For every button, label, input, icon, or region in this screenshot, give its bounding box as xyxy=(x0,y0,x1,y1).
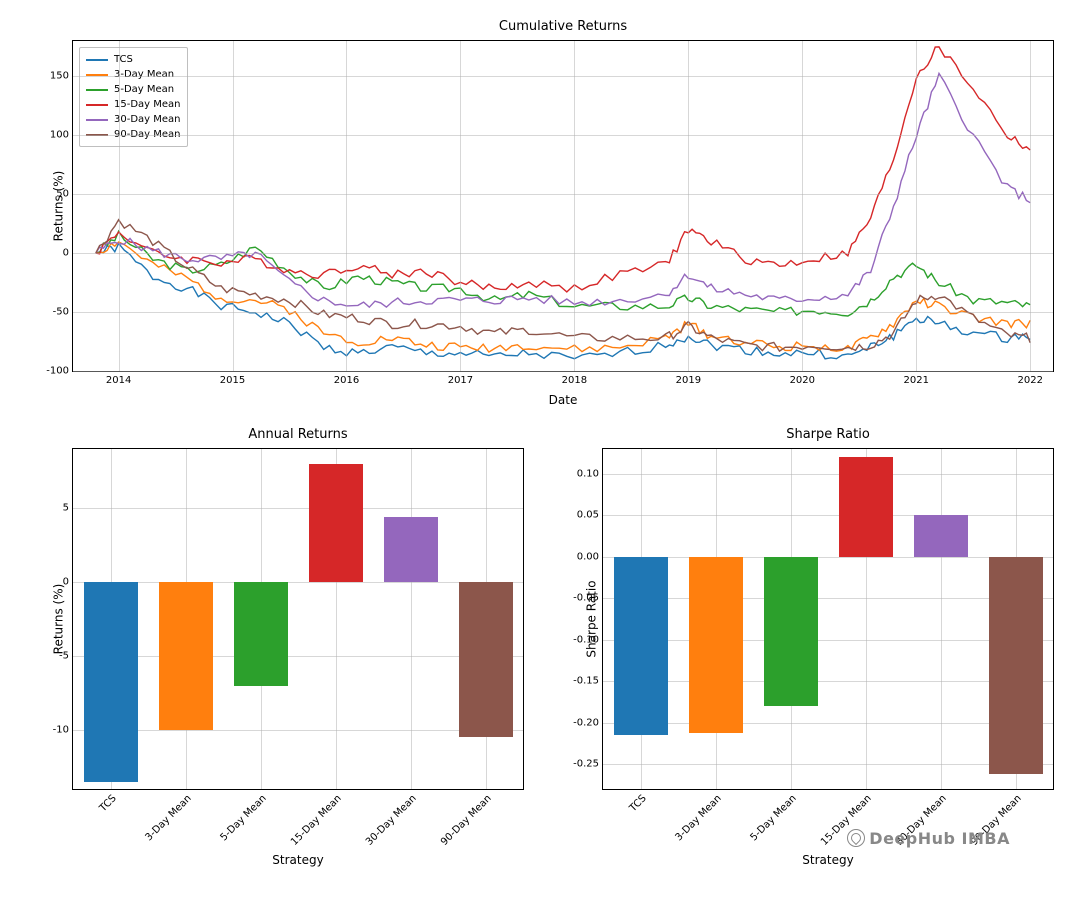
annual-returns-chart: Annual Returns Returns (%) Strategy -10-… xyxy=(72,448,524,790)
legend-swatch xyxy=(86,74,108,76)
bar xyxy=(159,582,213,730)
x-tick: 2021 xyxy=(904,375,929,386)
legend-item: 15-Day Mean xyxy=(86,97,181,112)
bar xyxy=(234,582,288,685)
legend-swatch xyxy=(86,104,108,106)
chart-title: Annual Returns xyxy=(73,427,523,442)
legend-item: 3-Day Mean xyxy=(86,67,181,82)
wechat-icon xyxy=(847,829,865,847)
x-axis-label: Strategy xyxy=(73,853,523,867)
bar xyxy=(689,557,743,733)
legend-label: 30-Day Mean xyxy=(114,114,181,125)
legend-swatch xyxy=(86,119,108,121)
bar xyxy=(989,557,1043,774)
legend: TCS 3-Day Mean 5-Day Mean 15-Day Mean 30-Day… xyxy=(79,47,188,147)
y-tick: -50 xyxy=(53,307,69,318)
y-tick: -100 xyxy=(46,366,69,377)
legend-item: TCS xyxy=(86,52,181,67)
x-tick: 15-Day Mean xyxy=(288,793,343,848)
x-tick: TCS xyxy=(627,793,648,814)
x-tick: 2015 xyxy=(220,375,245,386)
watermark-text: DeepHub IMBA xyxy=(869,829,1010,848)
chart-title: Sharpe Ratio xyxy=(603,427,1053,442)
series-d15 xyxy=(96,47,1030,292)
y-tick: 0.00 xyxy=(577,551,599,562)
legend-label: 15-Day Mean xyxy=(114,99,181,110)
legend-label: 5-Day Mean xyxy=(114,84,174,95)
chart-title: Cumulative Returns xyxy=(73,19,1053,34)
cumulative-returns-chart: Cumulative Returns Returns (%) Date TCS3… xyxy=(72,40,1054,372)
y-tick: 0.05 xyxy=(577,510,599,521)
series-d30 xyxy=(96,73,1030,307)
y-tick: -10 xyxy=(53,724,69,735)
bar xyxy=(839,457,893,557)
bar xyxy=(309,464,363,582)
series-d90 xyxy=(96,220,1030,351)
bar xyxy=(764,557,818,706)
y-tick: -0.15 xyxy=(573,676,599,687)
y-axis-label: Returns (%) xyxy=(51,584,65,655)
bar xyxy=(384,517,438,582)
x-axis-label: Date xyxy=(73,393,1053,407)
line-series-svg xyxy=(73,41,1053,371)
x-tick: 5-Day Mean xyxy=(748,793,798,843)
x-tick: 30-Day Mean xyxy=(363,793,418,848)
x-tick: 2020 xyxy=(790,375,815,386)
y-tick: -0.05 xyxy=(573,593,599,604)
x-tick: TCS xyxy=(97,793,118,814)
bar xyxy=(914,515,968,556)
x-tick: 2016 xyxy=(334,375,359,386)
x-axis-label: Strategy xyxy=(603,853,1053,867)
x-tick: 2018 xyxy=(562,375,587,386)
legend-swatch xyxy=(86,89,108,91)
legend-item: 5-Day Mean xyxy=(86,82,181,97)
bar xyxy=(614,557,668,735)
y-tick: 150 xyxy=(50,71,69,82)
y-tick: -0.10 xyxy=(573,634,599,645)
x-tick: 3-Day Mean xyxy=(143,793,193,843)
bar xyxy=(84,582,138,782)
y-axis-label: Returns (%) xyxy=(51,171,65,242)
y-tick: 100 xyxy=(50,130,69,141)
x-tick: 3-Day Mean xyxy=(673,793,723,843)
legend-label: TCS xyxy=(114,54,133,65)
x-tick: 2022 xyxy=(1017,375,1042,386)
legend-swatch xyxy=(86,59,108,61)
x-tick: 2014 xyxy=(106,375,131,386)
y-tick: 5 xyxy=(63,503,69,514)
y-tick: -5 xyxy=(59,650,69,661)
sharpe-ratio-chart: Sharpe Ratio Sharpe Ratio Strategy -0.25… xyxy=(602,448,1054,790)
x-tick: 90-Day Mean xyxy=(438,793,493,848)
y-tick: 0 xyxy=(63,577,69,588)
y-tick: -0.25 xyxy=(573,759,599,770)
legend-label: 3-Day Mean xyxy=(114,69,174,80)
y-tick: 50 xyxy=(56,189,69,200)
bar xyxy=(459,582,513,737)
y-tick: -0.20 xyxy=(573,717,599,728)
y-tick: 0.10 xyxy=(577,468,599,479)
legend-item: 30-Day Mean xyxy=(86,112,181,127)
x-tick: 2019 xyxy=(676,375,701,386)
watermark: DeepHub IMBA xyxy=(847,829,1010,848)
x-tick: 5-Day Mean xyxy=(218,793,268,843)
y-tick: 0 xyxy=(63,248,69,259)
x-tick: 2017 xyxy=(448,375,473,386)
figure: Cumulative Returns Returns (%) Date TCS 3… xyxy=(10,10,1070,888)
series-d5 xyxy=(96,231,1030,316)
